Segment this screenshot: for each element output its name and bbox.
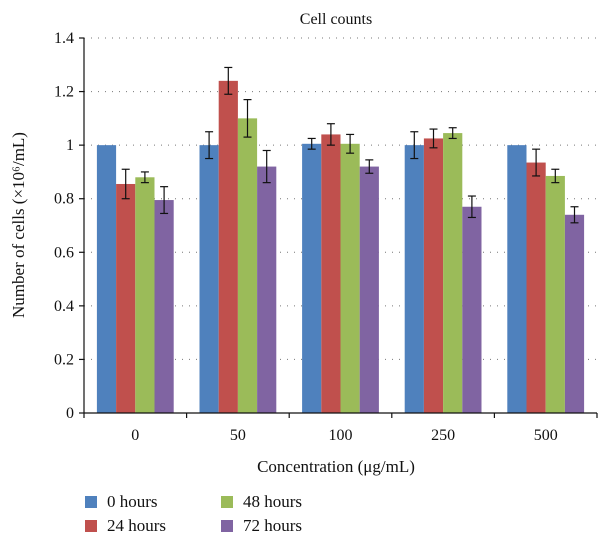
error-bar-48-hours-250: [448, 127, 457, 140]
error-bar-24-hours-0: [121, 168, 130, 200]
bar-24-hours-250: [423, 138, 444, 414]
bar-24-hours-500: [526, 162, 546, 413]
bar-72-hours-500: [564, 214, 585, 413]
error-bar-72-hours-0: [160, 186, 169, 215]
error-bar-24-hours-250: [429, 128, 438, 149]
error-bars-group: [121, 66, 579, 224]
error-bar-0-hours-100: [307, 137, 316, 150]
bar-24-hours-0: [116, 183, 136, 413]
error-bar-72-hours-50: [262, 149, 271, 184]
bar-48-hours-250: [443, 133, 463, 413]
x-tick-label: 0: [131, 427, 139, 444]
bar-0-hours-0: [96, 145, 117, 413]
error-bar-48-hours-0: [140, 171, 149, 184]
bar-0-hours-50: [199, 145, 219, 413]
bar-48-hours-50: [237, 118, 258, 413]
error-bar-24-hours-500: [532, 148, 541, 177]
x-tick-label: 50: [230, 427, 246, 444]
x-tick-label: 500: [534, 427, 558, 444]
bar-72-hours-0: [154, 200, 174, 413]
bar-48-hours-500: [545, 175, 565, 413]
error-bar-24-hours-50: [224, 66, 233, 95]
axes-group: [79, 37, 598, 418]
bar-48-hours-0: [135, 177, 155, 413]
y-tick-label: 1.4: [54, 30, 74, 47]
error-bar-0-hours-250: [410, 131, 419, 160]
y-tick-label: 0.8: [54, 191, 74, 208]
error-bar-48-hours-50: [243, 99, 252, 138]
y-tick-label: 0.6: [54, 244, 74, 261]
bar-72-hours-250: [462, 206, 482, 413]
bar-24-hours-100: [321, 134, 341, 413]
bar-0-hours-100: [302, 143, 322, 413]
y-tick-label: 1.2: [54, 84, 74, 101]
error-bar-72-hours-500: [570, 206, 579, 224]
y-tick-label: 0.4: [54, 298, 74, 315]
y-tick-labels: 0 0.2 0.4 0.6 0.8 1 1.2 1.4: [54, 30, 74, 422]
bar-72-hours-100: [359, 166, 379, 413]
chart-title: Cell counts: [300, 11, 372, 28]
x-axis-label: Concentration (μg/mL): [257, 457, 415, 476]
y-tick-label: 1: [66, 137, 74, 154]
bar-48-hours-100: [340, 143, 360, 413]
y-tick-label: 0.2: [54, 351, 74, 368]
bars-group: [96, 80, 585, 414]
error-bar-48-hours-100: [346, 133, 355, 154]
x-tick-label: 100: [329, 427, 353, 444]
bar-72-hours-50: [257, 166, 277, 413]
bar-0-hours-250: [404, 145, 424, 413]
error-bar-48-hours-500: [551, 168, 560, 184]
error-bar-24-hours-100: [326, 123, 335, 146]
bar-0-hours-500: [507, 145, 527, 413]
x-tick-label: 250: [431, 427, 455, 444]
y-tick-label: 0: [66, 405, 74, 422]
y-axis-label: Number of cells (×10⁶/mL): [9, 132, 28, 318]
bar-24-hours-50: [218, 80, 238, 413]
error-bar-72-hours-100: [365, 159, 374, 174]
error-bar-0-hours-50: [205, 131, 214, 160]
error-bar-72-hours-250: [467, 195, 476, 219]
x-tick-labels: 0 50 100 250 500: [131, 427, 557, 444]
